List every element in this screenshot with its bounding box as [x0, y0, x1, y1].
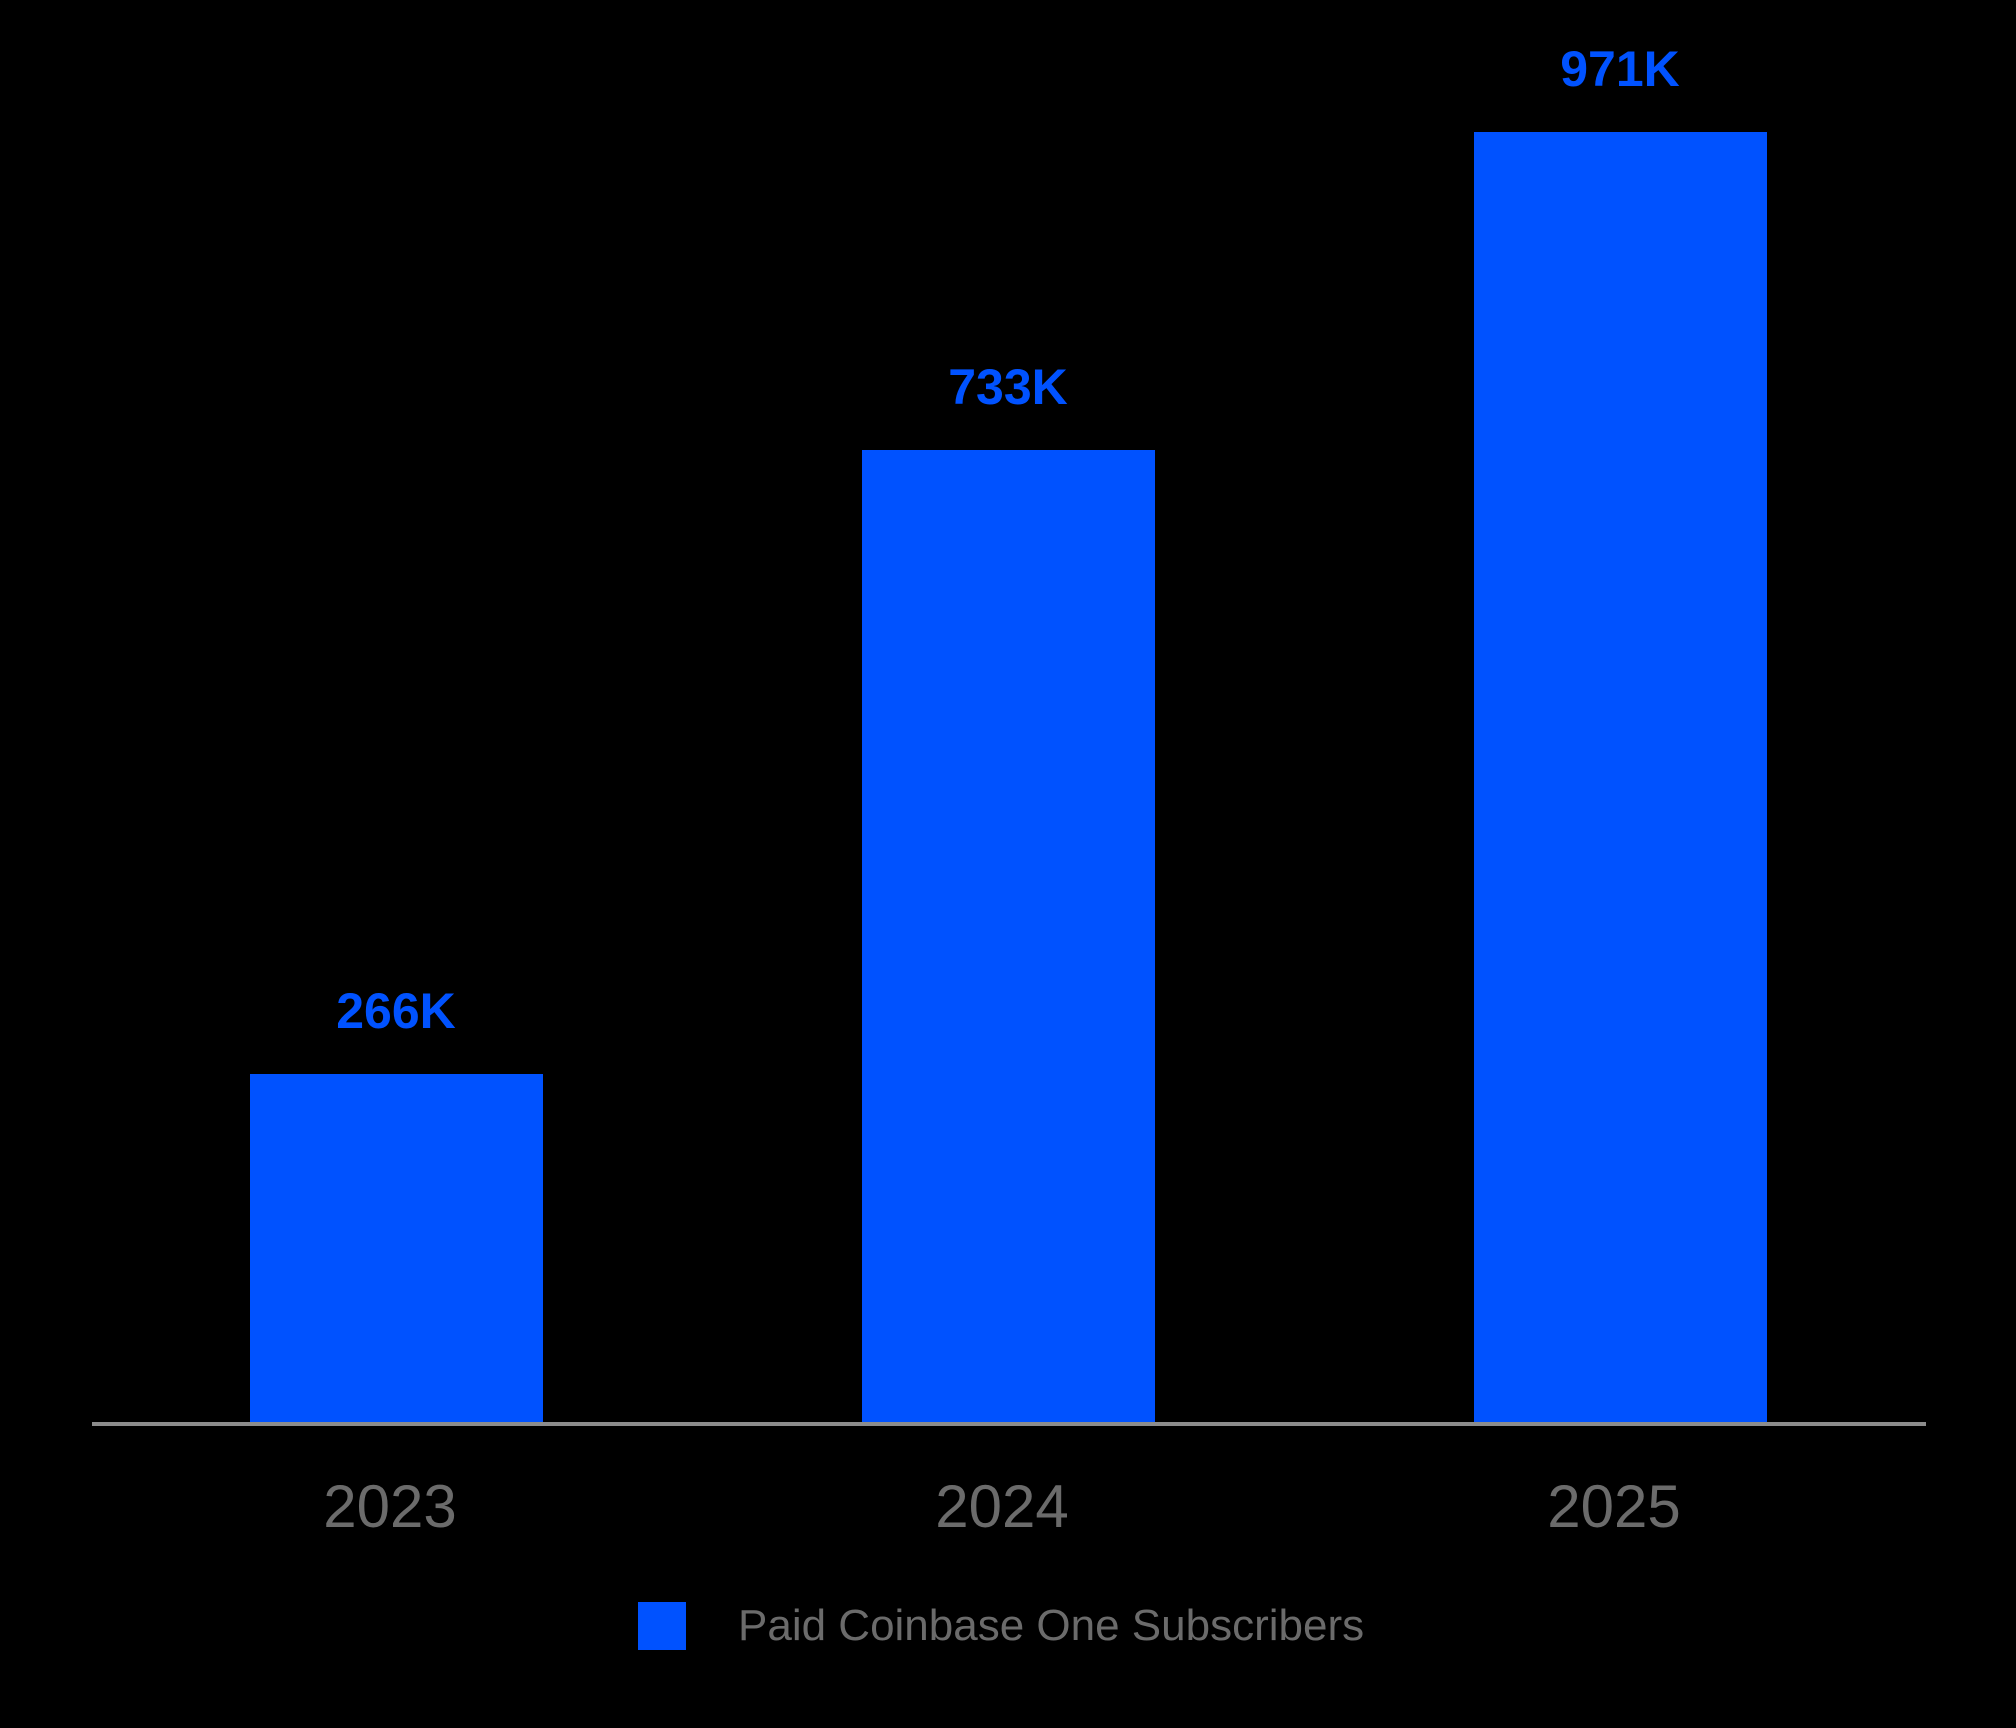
bar-value-label-2025: 971K: [1560, 41, 1680, 97]
bar-2024: [862, 450, 1155, 1422]
x-axis-line: [92, 1422, 1926, 1426]
legend-label: Paid Coinbase One Subscribers: [738, 1601, 1365, 1650]
x-axis-label-2025: 2025: [1547, 1473, 1681, 1540]
x-axis-label-2023: 2023: [323, 1473, 457, 1540]
bar-value-label-2024: 733K: [948, 359, 1068, 415]
legend-swatch: [638, 1602, 686, 1650]
bar-2025: [1474, 132, 1767, 1422]
bar-value-label-2023: 266K: [336, 983, 456, 1039]
bar-2023: [250, 1074, 543, 1422]
x-axis-label-2024: 2024: [935, 1473, 1069, 1540]
legend: Paid Coinbase One Subscribers: [638, 1600, 1364, 1652]
